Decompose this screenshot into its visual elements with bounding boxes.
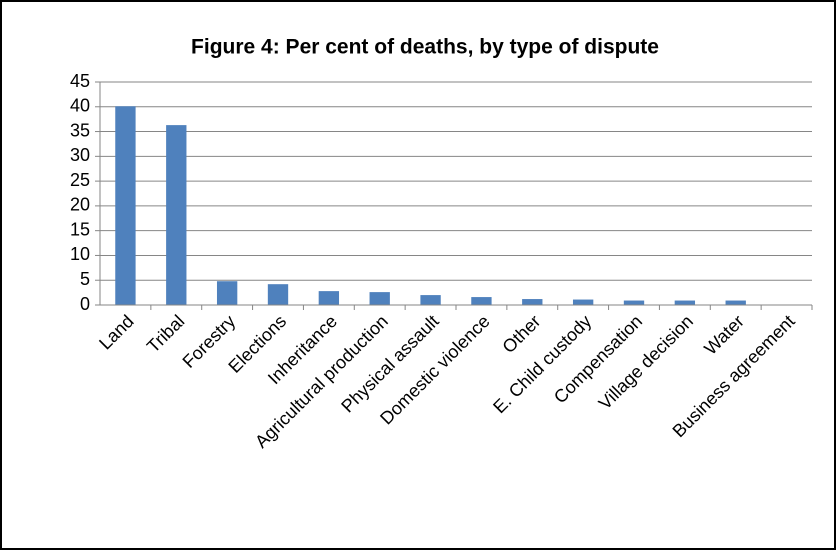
y-tick-label: 25: [70, 170, 90, 190]
bar: [623, 300, 645, 305]
bar: [725, 300, 746, 305]
bar: [216, 281, 238, 305]
y-tick-label: 45: [70, 71, 90, 91]
y-tick-label: 35: [70, 120, 90, 140]
y-tick-label: 20: [70, 195, 90, 215]
bar: [369, 292, 390, 305]
bar: [115, 106, 136, 305]
chart-title: Figure 4: Per cent of deaths, by type of…: [191, 36, 659, 59]
bar: [267, 284, 289, 305]
y-tick-label: 40: [70, 96, 90, 116]
y-tick-label: 10: [70, 244, 90, 264]
bar: [674, 300, 696, 305]
y-tick-label: 30: [70, 145, 90, 165]
bar: [166, 125, 187, 305]
bar: [471, 297, 492, 305]
y-tick-label: 0: [80, 294, 90, 314]
y-tick-label: 5: [80, 269, 90, 289]
y-tick-label: 15: [70, 219, 90, 239]
bar: [318, 291, 340, 305]
bar: [522, 299, 543, 305]
bar: [420, 295, 441, 305]
bar: [572, 299, 594, 305]
